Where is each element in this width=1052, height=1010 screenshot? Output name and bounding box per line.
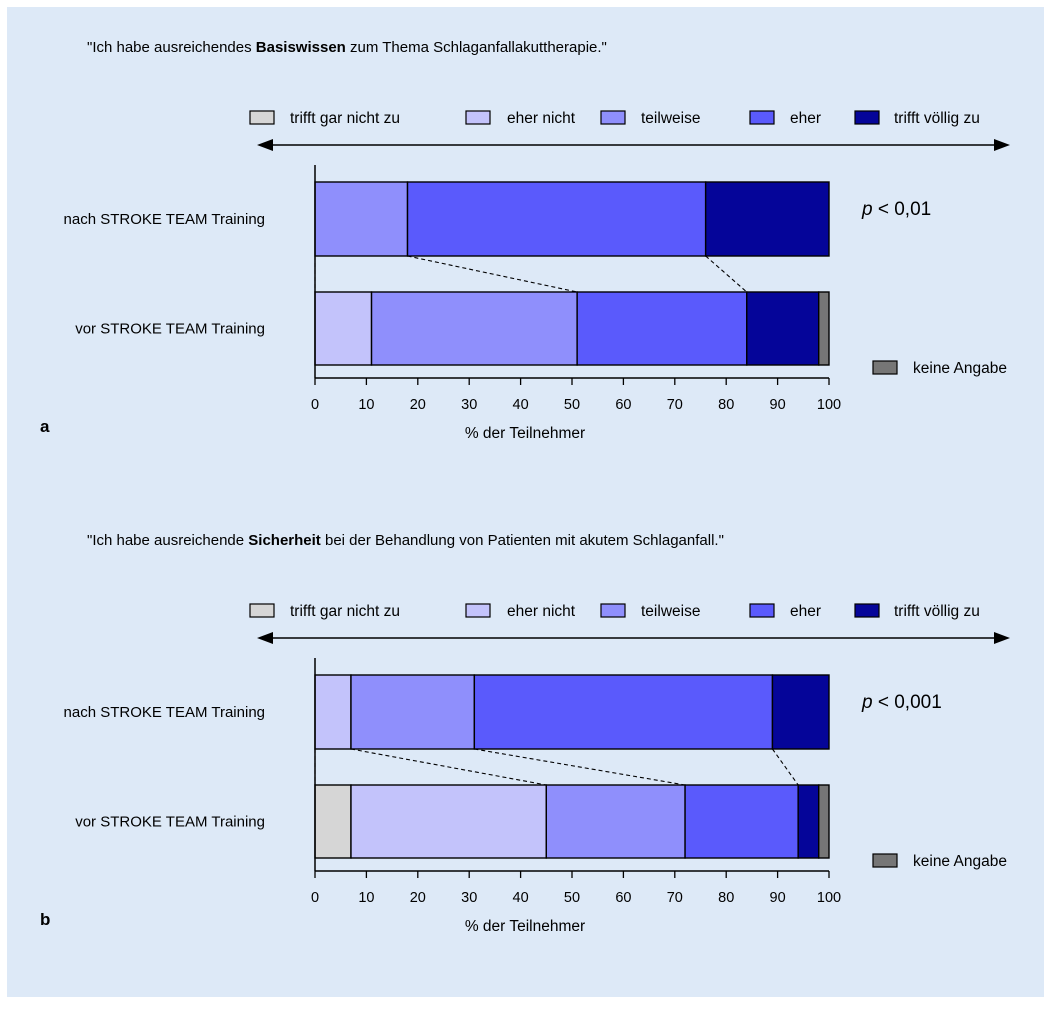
category-label: vor STROKE TEAM Training <box>75 814 265 831</box>
legend-label: eher nicht <box>507 110 576 127</box>
bar-segment <box>314 181 409 257</box>
legend-label: trifft gar nicht zu <box>290 603 400 620</box>
legend-label: trifft völlig zu <box>894 110 980 127</box>
no-answer-label: keine Angabe <box>913 853 1007 870</box>
x-tick-label: 10 <box>358 890 374 906</box>
p-value: p < 0,001 <box>861 692 942 713</box>
x-tick-label: 100 <box>817 397 841 413</box>
connector-line <box>474 748 686 786</box>
legend-swatch <box>249 110 275 125</box>
x-tick-label: 10 <box>358 397 374 413</box>
x-tick-label: 30 <box>461 397 477 413</box>
x-tick-label: 80 <box>718 397 734 413</box>
bar-segment <box>684 784 799 859</box>
connector-line <box>705 255 748 293</box>
legend-label: teilweise <box>641 110 700 127</box>
legend-label: eher nicht <box>507 603 576 620</box>
x-tick-label: 40 <box>513 397 529 413</box>
title-part: zum Thema Schlaganfallakuttherapie." <box>346 39 607 56</box>
bar-segment <box>370 291 578 366</box>
figure-panel: "Ich habe ausreichendes Basiswissen zum … <box>7 7 1044 997</box>
no-answer-swatch <box>872 360 898 375</box>
bar-segment <box>406 181 707 257</box>
x-tick-label: 90 <box>770 890 786 906</box>
x-tick-label: 50 <box>564 397 580 413</box>
legend-label: trifft völlig zu <box>894 603 980 620</box>
stacked-bar-charts: "Ich habe ausreichendes Basiswissen zum … <box>40 39 1010 935</box>
legend-swatch <box>249 603 275 618</box>
p-value-text: < 0,001 <box>873 692 942 713</box>
title-part: "Ich habe ausreichendes <box>87 39 256 56</box>
connector-line <box>407 255 578 293</box>
x-tick-label: 70 <box>667 397 683 413</box>
no-answer-swatch <box>872 853 898 868</box>
x-tick-label: 20 <box>410 397 426 413</box>
bar-segment <box>771 674 830 750</box>
bar-segment <box>576 291 748 366</box>
title-emphasis: Basiswissen <box>256 39 346 56</box>
bar-segment <box>545 784 686 859</box>
category-label: nach STROKE TEAM Training <box>64 211 265 228</box>
p-value-text: < 0,01 <box>873 199 932 220</box>
x-tick-label: 0 <box>311 397 319 413</box>
legend-swatch <box>465 110 491 125</box>
no-answer-label: keine Angabe <box>913 360 1007 377</box>
x-tick-label: 40 <box>513 890 529 906</box>
panel-label: b <box>40 910 50 929</box>
bar-segment <box>818 291 830 366</box>
x-axis-label: % der Teilnehmer <box>465 918 585 935</box>
legend-swatch <box>600 603 626 618</box>
x-tick-label: 80 <box>718 890 734 906</box>
x-tick-label: 70 <box>667 890 683 906</box>
p-symbol: p <box>861 199 873 220</box>
title-emphasis: Sicherheit <box>248 532 321 549</box>
x-tick-label: 90 <box>770 397 786 413</box>
legend-swatch <box>854 603 880 618</box>
arrow-left-head <box>257 139 273 151</box>
x-tick-label: 0 <box>311 890 319 906</box>
bar-segment <box>818 784 830 859</box>
bar-segment <box>314 291 373 366</box>
legend-swatch <box>854 110 880 125</box>
chart-panel-a: "Ich habe ausreichendes Basiswissen zum … <box>40 39 1010 442</box>
arrow-right-head <box>994 139 1010 151</box>
chart-panel-b: "Ich habe ausreichende Sicherheit bei de… <box>40 532 1010 935</box>
x-tick-label: 20 <box>410 890 426 906</box>
legend-swatch <box>749 603 775 618</box>
x-tick-label: 30 <box>461 890 477 906</box>
x-tick-label: 100 <box>817 890 841 906</box>
bar-segment <box>350 674 476 750</box>
legend-label: teilweise <box>641 603 700 620</box>
connector-line <box>772 748 799 786</box>
x-tick-label: 50 <box>564 890 580 906</box>
bar-segment <box>704 181 830 257</box>
bar-segment <box>746 291 820 366</box>
legend-swatch <box>465 603 491 618</box>
legend-label: trifft gar nicht zu <box>290 110 400 127</box>
connector-line <box>350 748 547 786</box>
bar-segment <box>314 784 352 859</box>
arrow-right-head <box>994 632 1010 644</box>
x-tick-label: 60 <box>615 890 631 906</box>
legend-swatch <box>600 110 626 125</box>
bar-segment <box>473 674 774 750</box>
legend-label: eher <box>790 603 821 620</box>
panel-label: a <box>40 417 50 436</box>
x-axis-label: % der Teilnehmer <box>465 425 585 442</box>
arrow-left-head <box>257 632 273 644</box>
p-value: p < 0,01 <box>861 199 931 220</box>
category-label: vor STROKE TEAM Training <box>75 321 265 338</box>
bar-segment <box>350 784 548 859</box>
chart-title: "Ich habe ausreichende Sicherheit bei de… <box>87 532 724 549</box>
title-part: bei der Behandlung von Patienten mit aku… <box>321 532 724 549</box>
x-tick-label: 60 <box>615 397 631 413</box>
p-symbol: p <box>861 692 873 713</box>
legend-label: eher <box>790 110 821 127</box>
bar-segment <box>797 784 820 859</box>
legend-swatch <box>749 110 775 125</box>
chart-title: "Ich habe ausreichendes Basiswissen zum … <box>87 39 607 56</box>
category-label: nach STROKE TEAM Training <box>64 704 265 721</box>
bar-segment <box>314 674 352 750</box>
title-part: "Ich habe ausreichende <box>87 532 248 549</box>
